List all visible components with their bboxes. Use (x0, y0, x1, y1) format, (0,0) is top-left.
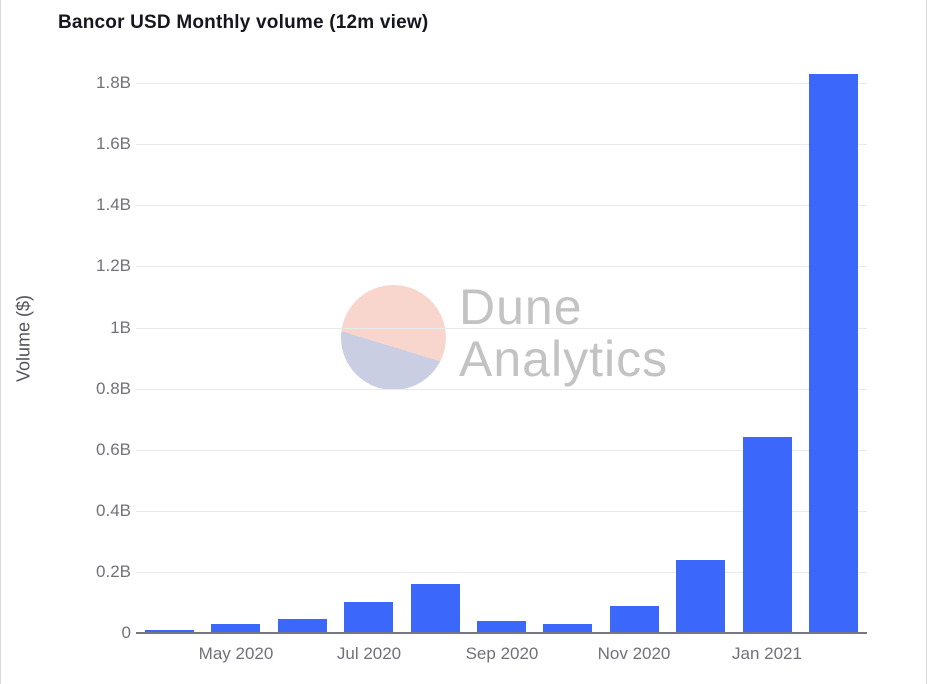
gridline-0.8B (136, 389, 867, 390)
y-tick-label: 0.8B (96, 379, 131, 398)
gridline-1B (136, 328, 867, 329)
bar-feb-2021[interactable] (809, 74, 858, 632)
x-tick-label: Jan 2021 (732, 644, 802, 663)
watermark-text: Dune Analytics (459, 281, 668, 385)
gridline-1.2B (136, 266, 867, 267)
y-tick-label: 1.8B (96, 73, 131, 92)
bar-sep-2020[interactable] (477, 621, 526, 632)
x-tick-label: Nov 2020 (597, 644, 671, 663)
gridline-0.4B (136, 511, 867, 512)
bar-dec-2020[interactable] (676, 560, 725, 632)
bar-jun-2020[interactable] (278, 619, 327, 632)
x-tick-label: Sep 2020 (465, 644, 539, 663)
y-tick-label: 1.2B (96, 256, 131, 275)
gridline-1.6B (136, 144, 867, 145)
y-tick-label: 0.4B (96, 501, 131, 520)
y-tick-label: 0.6B (96, 440, 131, 459)
y-tick-label: 0 (121, 623, 131, 642)
bar-jul-2020[interactable] (344, 602, 393, 632)
bar-oct-2020[interactable] (543, 624, 592, 632)
bar-may-2020[interactable] (211, 624, 260, 632)
chart-title: Bancor USD Monthly volume (12m view) (58, 12, 429, 33)
watermark-line-1: Dune (459, 279, 583, 335)
x-tick-label: Jul 2020 (336, 644, 402, 663)
y-tick-label: 1B (110, 318, 131, 337)
y-tick-label: 0.2B (96, 562, 131, 581)
bar-nov-2020[interactable] (610, 606, 659, 632)
bar-aug-2020[interactable] (411, 584, 460, 632)
gridline-1.4B (136, 205, 867, 206)
bar-jan-2021[interactable] (743, 437, 792, 632)
watermark-line-2: Analytics (459, 331, 669, 387)
x-tick-label: May 2020 (198, 644, 274, 663)
y-tick-label: 1.4B (96, 195, 131, 214)
gridline-0.2B (136, 572, 867, 573)
dune-logo-icon (341, 285, 446, 390)
x-axis-line (136, 632, 867, 634)
bar-apr-2020[interactable] (145, 630, 194, 632)
gridline-0.6B (136, 450, 867, 451)
gridline-1.8B (136, 83, 867, 84)
y-axis-title: Volume ($) (13, 294, 34, 383)
y-tick-label: 1.6B (96, 134, 131, 153)
